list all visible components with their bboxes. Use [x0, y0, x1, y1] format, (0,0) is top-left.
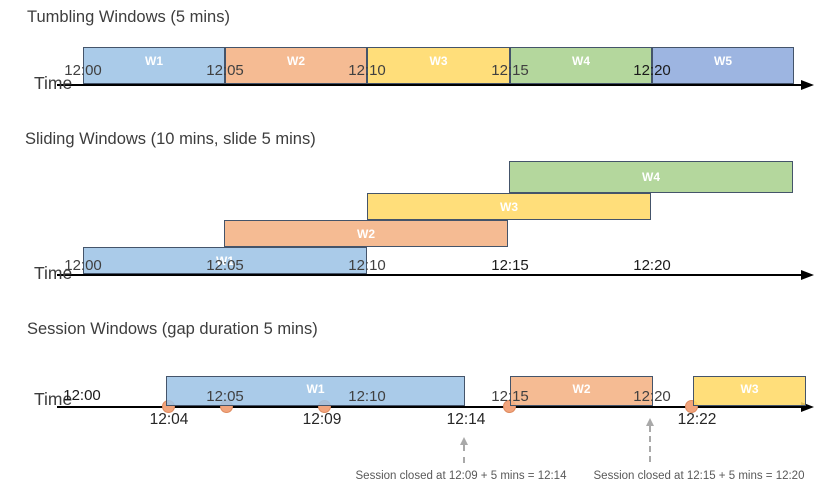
event-time-label: 12:22	[677, 411, 717, 428]
axis-tick: 12:00	[63, 387, 101, 404]
axis-tick: 12:05	[206, 388, 244, 405]
axis-tick: 12:15	[491, 257, 529, 274]
window-label: W4	[572, 54, 590, 68]
sliding-window-w3: W3	[367, 193, 651, 220]
tumbling-axis-arrowhead-icon	[801, 80, 814, 90]
event-time-label: 12:14	[446, 411, 486, 428]
sliding-title: Sliding Windows (10 mins, slide 5 mins)	[25, 130, 316, 148]
window-label: W3	[740, 382, 759, 396]
sliding-time-axis	[57, 274, 803, 276]
tumbling-title: Tumbling Windows (5 mins)	[27, 8, 230, 26]
session-time-axis	[57, 406, 803, 408]
axis-tick: 12:20	[633, 388, 671, 405]
axis-tick: 12:20	[633, 62, 671, 79]
axis-tick: 12:00	[64, 62, 102, 79]
tumbling-window-w4: W4	[510, 47, 652, 84]
session-title: Session Windows (gap duration 5 mins)	[27, 320, 318, 338]
window-label: W2	[572, 382, 591, 396]
window-label: W5	[714, 54, 732, 68]
arrow-head	[646, 418, 654, 426]
tumbling-window-w5: W5	[652, 47, 794, 84]
tumbling-window-w1: W1	[83, 47, 225, 84]
axis-tick: 12:10	[348, 257, 386, 274]
tumbling-time-axis-label: Time	[34, 73, 73, 93]
arrow-head	[460, 437, 468, 445]
arrow-tail	[649, 426, 651, 462]
callout-arrow-icon	[459, 437, 469, 463]
sliding-window-w4: W4	[509, 161, 793, 193]
window-label: W1	[306, 382, 325, 396]
tumbling-window-w2: W2	[225, 47, 367, 84]
session-axis-arrowhead-icon	[801, 402, 814, 412]
sliding-time-axis-label: Time	[34, 263, 73, 283]
axis-tick: 12:20	[633, 257, 671, 274]
axis-tick: 12:15	[491, 62, 529, 79]
axis-tick: 12:15	[491, 388, 529, 405]
session-annotation: Session closed at 12:09 + 5 mins = 12:14	[355, 470, 567, 482]
session-window-w1: W1	[166, 376, 465, 406]
axis-tick: 12:00	[64, 257, 102, 274]
axis-tick: 12:05	[206, 62, 244, 79]
callout-arrow-icon	[645, 418, 655, 462]
axis-tick: 12:05	[206, 257, 244, 274]
session-time-axis-label: Time	[34, 389, 73, 409]
axis-tick: 12:10	[348, 62, 386, 79]
window-label: W3	[429, 54, 448, 68]
sliding-axis-arrowhead-icon	[801, 270, 814, 280]
tumbling-window-w3: W3	[367, 47, 510, 84]
window-label: W2	[287, 54, 305, 68]
session-window-w3: W3	[693, 376, 806, 406]
window-label: W1	[145, 54, 163, 68]
sliding-window-w1: W1	[83, 247, 367, 274]
arrow-tail	[463, 445, 465, 463]
event-time-label: 12:09	[302, 411, 342, 428]
event-time-label: 12:04	[149, 411, 189, 428]
window-label: W1	[216, 253, 234, 268]
session-annotation: Session closed at 12:15 + 5 mins = 12:20	[593, 470, 805, 482]
window-label: W4	[642, 170, 660, 184]
sliding-window-w2: W2	[224, 220, 508, 247]
axis-tick: 12:10	[348, 388, 386, 405]
window-label: W3	[500, 199, 518, 214]
session-window-w2: W2	[510, 376, 653, 406]
tumbling-time-axis	[57, 84, 803, 86]
window-label: W2	[357, 226, 375, 241]
